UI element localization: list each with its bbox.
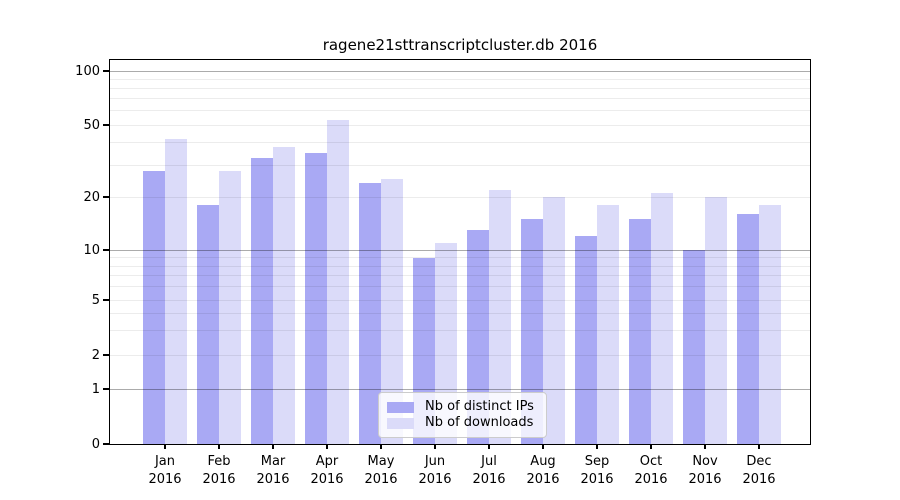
chart-title: ragene21sttranscriptcluster.db 2016 (322, 36, 598, 54)
bar-distinct-ips-jul (467, 229, 489, 444)
minor-gridline (110, 286, 810, 288)
x-tick (704, 444, 706, 449)
bar-downloads-dec (759, 205, 781, 444)
plot-area (109, 59, 811, 445)
bar-downloads-feb (219, 170, 241, 444)
x-tick-label: Oct 2016 (634, 454, 668, 487)
y-tick (103, 299, 109, 301)
y-tick (103, 443, 109, 445)
bar-downloads-oct (651, 193, 673, 444)
y-tick-label: 20 (83, 189, 100, 205)
bar-distinct-ips-may (359, 182, 381, 444)
x-tick (542, 444, 544, 449)
minor-gridline (110, 312, 810, 314)
minor-gridline (110, 299, 810, 301)
y-tick (103, 124, 109, 126)
y-tick-label: 1 (91, 381, 100, 397)
y-tick (103, 196, 109, 198)
legend: Nb of distinct IPs Nb of downloads (378, 392, 547, 438)
bars-layer (110, 60, 810, 444)
legend-label-downloads: Nb of downloads (425, 415, 534, 430)
y-tick (103, 249, 109, 251)
minor-gridline (110, 196, 810, 198)
y-tick-label: 100 (75, 63, 100, 79)
bar-downloads-aug (543, 197, 565, 444)
minor-gridline (110, 110, 810, 112)
y-tick-label: 0 (91, 436, 100, 452)
y-tick-label: 2 (91, 347, 100, 363)
grid-layer (110, 60, 810, 444)
minor-gridline (110, 78, 810, 80)
minor-gridline (110, 164, 810, 166)
x-tick-label: Dec 2016 (742, 454, 776, 487)
bar-downloads-apr (327, 120, 349, 444)
y-tick (103, 388, 109, 390)
y-tick-label: 5 (91, 292, 100, 308)
legend-swatch-downloads-icon (387, 417, 414, 429)
minor-gridline (110, 124, 810, 126)
x-tick-label: Aug 2016 (526, 454, 560, 487)
minor-gridline (110, 257, 810, 259)
x-tick (488, 444, 490, 449)
bar-downloads-jan (165, 138, 187, 444)
legend-item-downloads: Nb of downloads (387, 415, 534, 431)
x-tick (434, 444, 436, 449)
bar-downloads-sep (597, 205, 619, 444)
y-tick (103, 70, 109, 72)
legend-swatch-distinct-ips-icon (387, 401, 414, 413)
bar-distinct-ips-jan (143, 170, 165, 444)
minor-gridline (110, 265, 810, 267)
bar-distinct-ips-aug (521, 218, 543, 444)
minor-gridline (110, 275, 810, 277)
major-gridline (110, 249, 810, 251)
minor-gridline (110, 87, 810, 89)
bar-distinct-ips-oct (629, 218, 651, 444)
x-tick-label: Nov 2016 (688, 454, 722, 487)
x-tick-label: Mar 2016 (256, 454, 290, 487)
y-tick-label: 50 (83, 117, 100, 133)
minor-gridline (110, 330, 810, 332)
bar-distinct-ips-dec (737, 214, 759, 444)
x-tick (164, 444, 166, 449)
minor-gridline (110, 98, 810, 100)
x-tick (596, 444, 598, 449)
x-tick-label: Jun 2016 (418, 454, 452, 487)
x-tick-label: Jul 2016 (472, 454, 506, 487)
x-tick (758, 444, 760, 449)
x-tick-label: May 2016 (364, 454, 398, 487)
x-tick (650, 444, 652, 449)
x-tick (380, 444, 382, 449)
bar-downloads-may (381, 179, 403, 444)
x-tick-label: Sep 2016 (580, 454, 614, 487)
bar-downloads-nov (705, 197, 727, 444)
major-gridline (110, 70, 810, 72)
legend-item-distinct-ips: Nb of distinct IPs (387, 399, 534, 415)
y-tick (103, 354, 109, 356)
bar-distinct-ips-apr (305, 153, 327, 444)
bar-distinct-ips-sep (575, 236, 597, 444)
y-tick-label: 10 (83, 242, 100, 258)
bar-distinct-ips-nov (683, 250, 705, 444)
x-tick (218, 444, 220, 449)
x-tick-label: Apr 2016 (310, 454, 344, 487)
bar-downloads-mar (273, 146, 295, 444)
bar-downloads-jul (489, 189, 511, 444)
x-tick (272, 444, 274, 449)
x-tick-label: Jan 2016 (148, 454, 182, 487)
x-tick (326, 444, 328, 449)
x-tick-label: Feb 2016 (202, 454, 236, 487)
minor-gridline (110, 354, 810, 356)
bar-distinct-ips-feb (197, 205, 219, 444)
legend-label-distinct-ips: Nb of distinct IPs (425, 399, 534, 414)
major-gridline (110, 388, 810, 390)
bar-distinct-ips-mar (251, 157, 273, 444)
minor-gridline (110, 142, 810, 144)
